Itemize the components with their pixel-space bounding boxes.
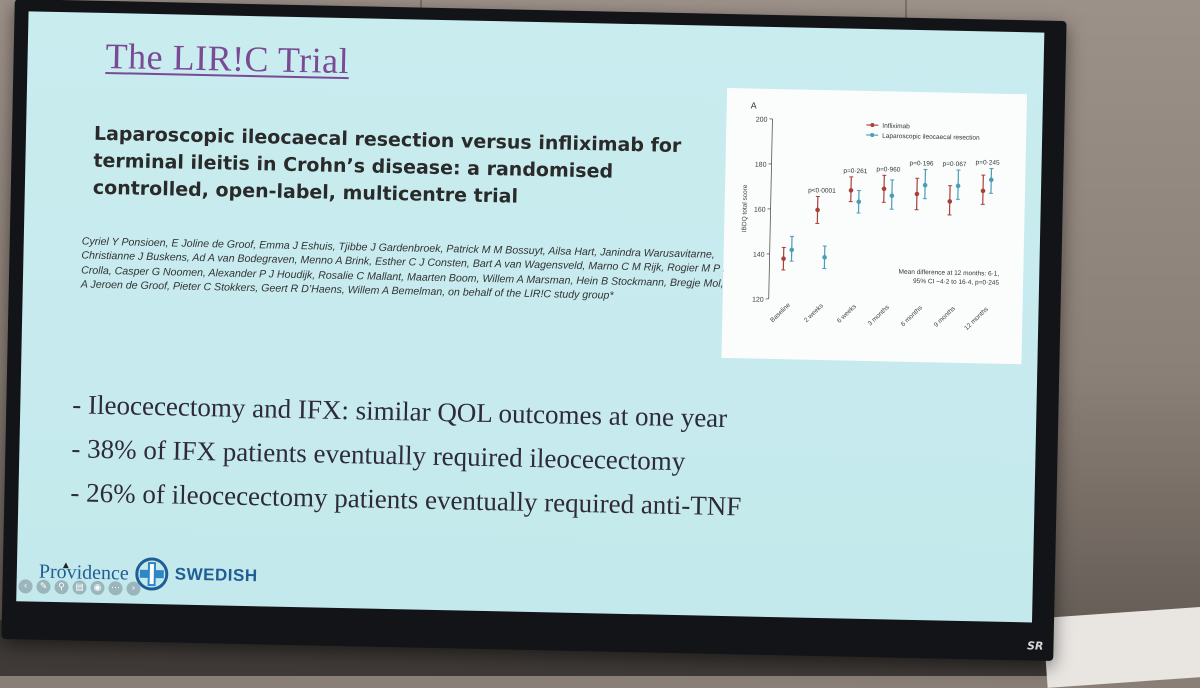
x-tick-label: 6 months [900, 304, 925, 328]
bullet-list: - Ileocecectomy and IFX: similar QOL out… [70, 382, 973, 533]
p-value-label: p=0·196 [909, 160, 934, 168]
more-icon[interactable]: ⋯ [108, 581, 122, 595]
data-point [989, 177, 994, 182]
y-tick-label: 160 [754, 207, 766, 214]
p-value-label: p=0·245 [976, 159, 1001, 167]
data-point [781, 256, 786, 261]
paper-authors: Cyriel Y Ponsioen, E Joline de Groof, Em… [81, 235, 732, 306]
data-point [923, 183, 928, 188]
logo-right-text: SWEDISH [175, 565, 258, 587]
p-value-label: p=0·067 [942, 161, 967, 169]
x-tick-label: 6 weeks [836, 303, 859, 325]
data-point [882, 186, 887, 191]
prev-slide-icon[interactable]: ‹ [18, 579, 32, 593]
p-value-label: p<0·0001 [808, 187, 836, 195]
projection-screen: The LIR!C Trial Laparoscopic ileocaecal … [1, 0, 1066, 661]
data-point [915, 192, 920, 197]
chart-panel-label: A [751, 100, 757, 110]
chart-panel: A 120 140 160 180 200 IBDQ total score Baseline… [721, 88, 1027, 364]
y-tick-label: 140 [753, 252, 765, 259]
annotation-text: 95% CI −4·2 to 16·4, p=0·245 [913, 278, 1000, 287]
paper-title: Laparoscopic ileocaecal resection versus… [93, 121, 715, 215]
data-point [815, 208, 820, 213]
zoom-icon[interactable]: ⚲ [54, 580, 68, 594]
legend-label: Infliximab [882, 123, 910, 131]
y-tick-label: 180 [755, 162, 767, 169]
data-point [789, 248, 794, 253]
data-point [956, 184, 961, 189]
p-value-label: p=0·960 [876, 166, 901, 174]
x-tick-label: 12 months [963, 305, 990, 332]
y-tick-label: 120 [752, 297, 764, 304]
y-axis-label: IBDQ total score [741, 184, 749, 232]
subtitles-icon[interactable]: ▤ [72, 580, 86, 594]
data-point [849, 188, 854, 193]
presentation-slide: The LIR!C Trial Laparoscopic ileocaecal … [16, 11, 1044, 622]
data-point [890, 193, 895, 198]
slide-title: The LIR!C Trial [105, 35, 349, 82]
screen-brand-logo: SR [1027, 639, 1044, 652]
x-tick-label: Baseline [769, 301, 792, 324]
x-tick-label: 3 months [867, 303, 892, 327]
ibdq-chart: A 120 140 160 180 200 IBDQ total score Baseline… [721, 88, 1027, 364]
data-point [822, 255, 827, 260]
data-point [981, 189, 986, 194]
annotation-text: Mean difference at 12 months: 6·1, [899, 269, 1000, 278]
legend-marker [870, 133, 874, 137]
camera-icon[interactable]: ◉ [90, 581, 104, 595]
presenter-toolbar: ‹ ✎ ⚲ ▤ ◉ ⋯ › [18, 579, 140, 596]
x-tick-label: 9 months [933, 305, 958, 329]
x-tick-label: 2 weeks [803, 302, 826, 324]
next-slide-icon[interactable]: › [126, 582, 140, 596]
data-point [856, 199, 861, 204]
data-point [947, 199, 952, 204]
y-tick-label: 200 [756, 117, 768, 124]
pen-icon[interactable]: ✎ [36, 580, 50, 594]
legend-marker [870, 123, 874, 127]
p-value-label: p=0·261 [843, 168, 868, 176]
legend-label: Laparoscopic ileocaecal resection [882, 133, 980, 142]
